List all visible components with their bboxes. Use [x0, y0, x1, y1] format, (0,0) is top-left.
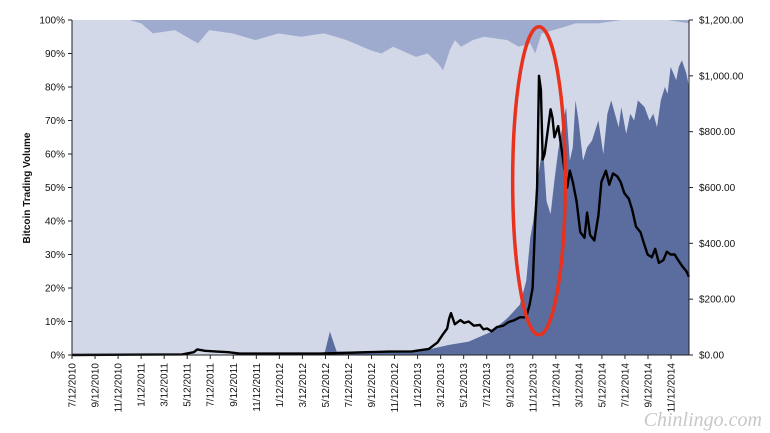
x-tick-label: 9/12/2012 — [367, 363, 378, 408]
x-tick-label: 3/12/2014 — [574, 363, 585, 408]
x-tick-label: 9/12/2011 — [229, 363, 240, 407]
x-tick-label: 1/12/2014 — [551, 363, 562, 408]
right-tick-label: $600.00 — [699, 183, 736, 194]
left-tick-label: 100% — [39, 16, 65, 27]
left-tick-label: 80% — [45, 83, 65, 94]
right-tick-label: $400.00 — [699, 239, 736, 250]
x-tick-label: 5/12/2011 — [183, 363, 194, 407]
left-tick-label: 10% — [45, 317, 65, 328]
top-band-area — [72, 20, 689, 71]
left-tick-label: 30% — [45, 250, 65, 261]
x-tick-label: 3/12/2013 — [436, 363, 447, 408]
x-tick-label: 5/12/2012 — [321, 363, 332, 408]
left-tick-label: 0% — [51, 351, 66, 362]
y-axis-title: Bitcoin Trading Volume — [22, 132, 33, 243]
left-tick-label: 20% — [45, 284, 65, 295]
right-tick-label: $200.00 — [699, 295, 736, 306]
highlight-ellipse — [510, 24, 568, 337]
left-tick-label: 50% — [45, 183, 65, 194]
x-tick-label: 3/12/2011 — [160, 363, 171, 407]
x-axis: 7/12/2010 9/12/2010 11/12/2010 1/12/2011 3/1… — [68, 354, 689, 413]
x-tick-label: 7/12/2010 — [68, 363, 79, 408]
watermark-text: Chinlingo.com — [644, 409, 762, 431]
plot-area — [71, 20, 691, 357]
x-tick-label: 9/12/2013 — [505, 363, 516, 408]
x-tick-label: 5/12/2013 — [459, 363, 470, 408]
right-tick-label: $1,200.00 — [699, 16, 744, 27]
x-tick-label: 9/12/2010 — [91, 363, 102, 408]
x-tick-label: 7/12/2013 — [482, 363, 493, 408]
x-tick-label: 11/12/2011 — [252, 363, 263, 412]
x-tick-label: 1/12/2013 — [413, 363, 424, 408]
right-y-axis: $0.00 $200.00 $400.00 $600.00 $800.00 $1,000.… — [688, 16, 744, 362]
x-tick-label: 1/12/2011 — [137, 363, 148, 407]
x-tick-label: 7/12/2012 — [344, 363, 355, 408]
right-tick-label: $0.00 — [699, 351, 724, 362]
left-tick-label: 60% — [45, 150, 65, 161]
x-tick-label: 11/12/2013 — [528, 363, 539, 413]
x-tick-label: 7/12/2014 — [621, 363, 632, 408]
x-tick-label: 11/12/2010 — [114, 363, 125, 413]
x-tick-label: 7/12/2011 — [206, 363, 217, 407]
left-tick-label: 40% — [45, 217, 65, 228]
left-tick-label: 90% — [45, 49, 65, 60]
left-y-axis: 0% 10% 20% 30% 40% 50% 60% 70% 80% 90% 100% — [39, 16, 73, 362]
bottom-band-area — [72, 60, 689, 355]
x-tick-label: 1/12/2012 — [275, 363, 286, 408]
x-tick-label: 11/12/2012 — [390, 363, 401, 413]
x-tick-label: 3/12/2012 — [298, 363, 309, 408]
right-tick-label: $1,000.00 — [699, 71, 744, 82]
left-tick-label: 70% — [45, 116, 65, 127]
right-tick-label: $800.00 — [699, 127, 736, 138]
x-tick-label: 11/12/2014 — [667, 363, 678, 413]
x-tick-label: 5/12/2014 — [597, 363, 608, 408]
x-tick-label: 9/12/2014 — [644, 363, 655, 408]
price-line — [71, 74, 691, 357]
